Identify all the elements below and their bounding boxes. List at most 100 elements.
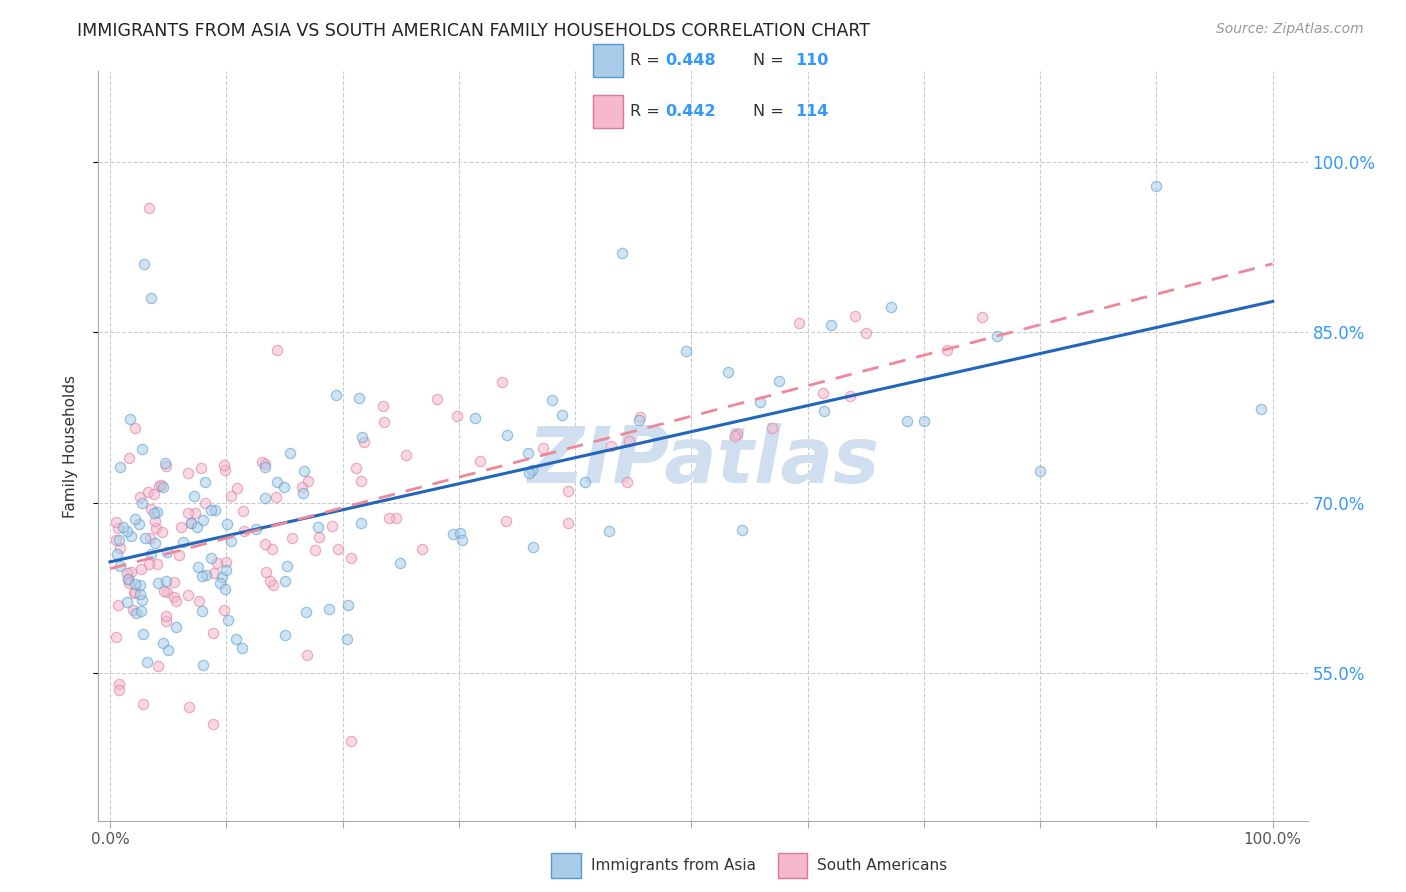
Point <box>896 414 918 428</box>
Point <box>108 541 131 555</box>
Point <box>118 451 141 466</box>
Point <box>254 537 277 551</box>
Point <box>495 514 517 528</box>
Point <box>194 567 217 582</box>
Point <box>820 318 842 333</box>
Point <box>117 572 139 586</box>
Point <box>1029 464 1052 478</box>
Point <box>496 428 519 442</box>
Point <box>395 448 418 462</box>
Point <box>191 657 214 672</box>
Point <box>225 632 247 646</box>
Point <box>215 563 238 577</box>
Point <box>107 598 129 612</box>
Text: ZIPatlas: ZIPatlas <box>527 423 879 499</box>
Point <box>557 484 579 499</box>
Point <box>187 559 209 574</box>
Point <box>150 525 173 540</box>
Point <box>986 329 1008 343</box>
Point <box>121 565 143 579</box>
Point <box>215 555 238 569</box>
Point <box>879 301 901 315</box>
Text: N =: N = <box>752 53 789 68</box>
Point <box>191 603 214 617</box>
Point <box>165 594 187 608</box>
Point <box>190 461 212 475</box>
Point <box>371 399 394 413</box>
Point <box>132 257 155 271</box>
Point <box>551 409 574 423</box>
Point <box>131 697 153 711</box>
Point <box>211 570 233 584</box>
Point <box>353 435 375 450</box>
Point <box>838 389 860 403</box>
Point <box>141 292 163 306</box>
Point <box>373 415 395 429</box>
Point <box>813 386 835 401</box>
Point <box>325 388 347 402</box>
Point <box>844 310 866 324</box>
Point <box>183 506 205 520</box>
Point <box>517 467 540 481</box>
Point <box>349 392 371 406</box>
Text: R =: R = <box>630 104 665 120</box>
Point <box>143 514 166 528</box>
Point <box>108 533 131 547</box>
Point <box>153 456 176 470</box>
Point <box>152 635 174 649</box>
Point <box>124 585 146 599</box>
Point <box>131 592 153 607</box>
Point <box>139 547 162 561</box>
Point <box>105 630 128 644</box>
Point <box>169 548 191 562</box>
Point <box>470 454 492 468</box>
Point <box>761 421 783 435</box>
Point <box>389 556 412 570</box>
Point <box>141 502 163 516</box>
Point <box>599 439 621 453</box>
Point <box>156 585 179 599</box>
Point <box>245 523 267 537</box>
FancyBboxPatch shape <box>592 95 623 128</box>
Point <box>254 566 277 580</box>
Point <box>105 547 128 561</box>
Point <box>274 574 297 589</box>
Point <box>276 559 298 574</box>
Point <box>281 532 304 546</box>
Point <box>336 632 359 646</box>
Point <box>219 489 242 503</box>
Text: Source: ZipAtlas.com: Source: ZipAtlas.com <box>1216 22 1364 37</box>
Point <box>138 201 160 215</box>
Point <box>183 490 205 504</box>
Point <box>912 414 935 428</box>
Point <box>253 457 276 471</box>
Point <box>208 576 231 591</box>
Point <box>446 409 468 424</box>
Point <box>264 490 287 504</box>
Point <box>274 628 297 642</box>
Text: N =: N = <box>752 104 789 120</box>
Point <box>724 429 747 443</box>
Point <box>155 574 177 588</box>
FancyBboxPatch shape <box>778 853 807 878</box>
Point <box>350 430 373 444</box>
Point <box>145 521 167 535</box>
Point <box>191 513 214 527</box>
Point <box>749 395 772 409</box>
Point <box>111 520 134 534</box>
Point <box>142 487 165 501</box>
Point <box>616 475 638 490</box>
Point <box>117 566 139 581</box>
Point <box>308 520 330 534</box>
Point <box>108 677 131 691</box>
Point <box>131 442 153 456</box>
Point <box>118 412 141 426</box>
Point <box>152 479 174 493</box>
Point <box>540 392 562 407</box>
Point <box>148 658 170 673</box>
Point <box>121 603 143 617</box>
Point <box>163 590 186 604</box>
Point <box>131 496 153 510</box>
Point <box>218 613 240 627</box>
Point <box>304 542 326 557</box>
